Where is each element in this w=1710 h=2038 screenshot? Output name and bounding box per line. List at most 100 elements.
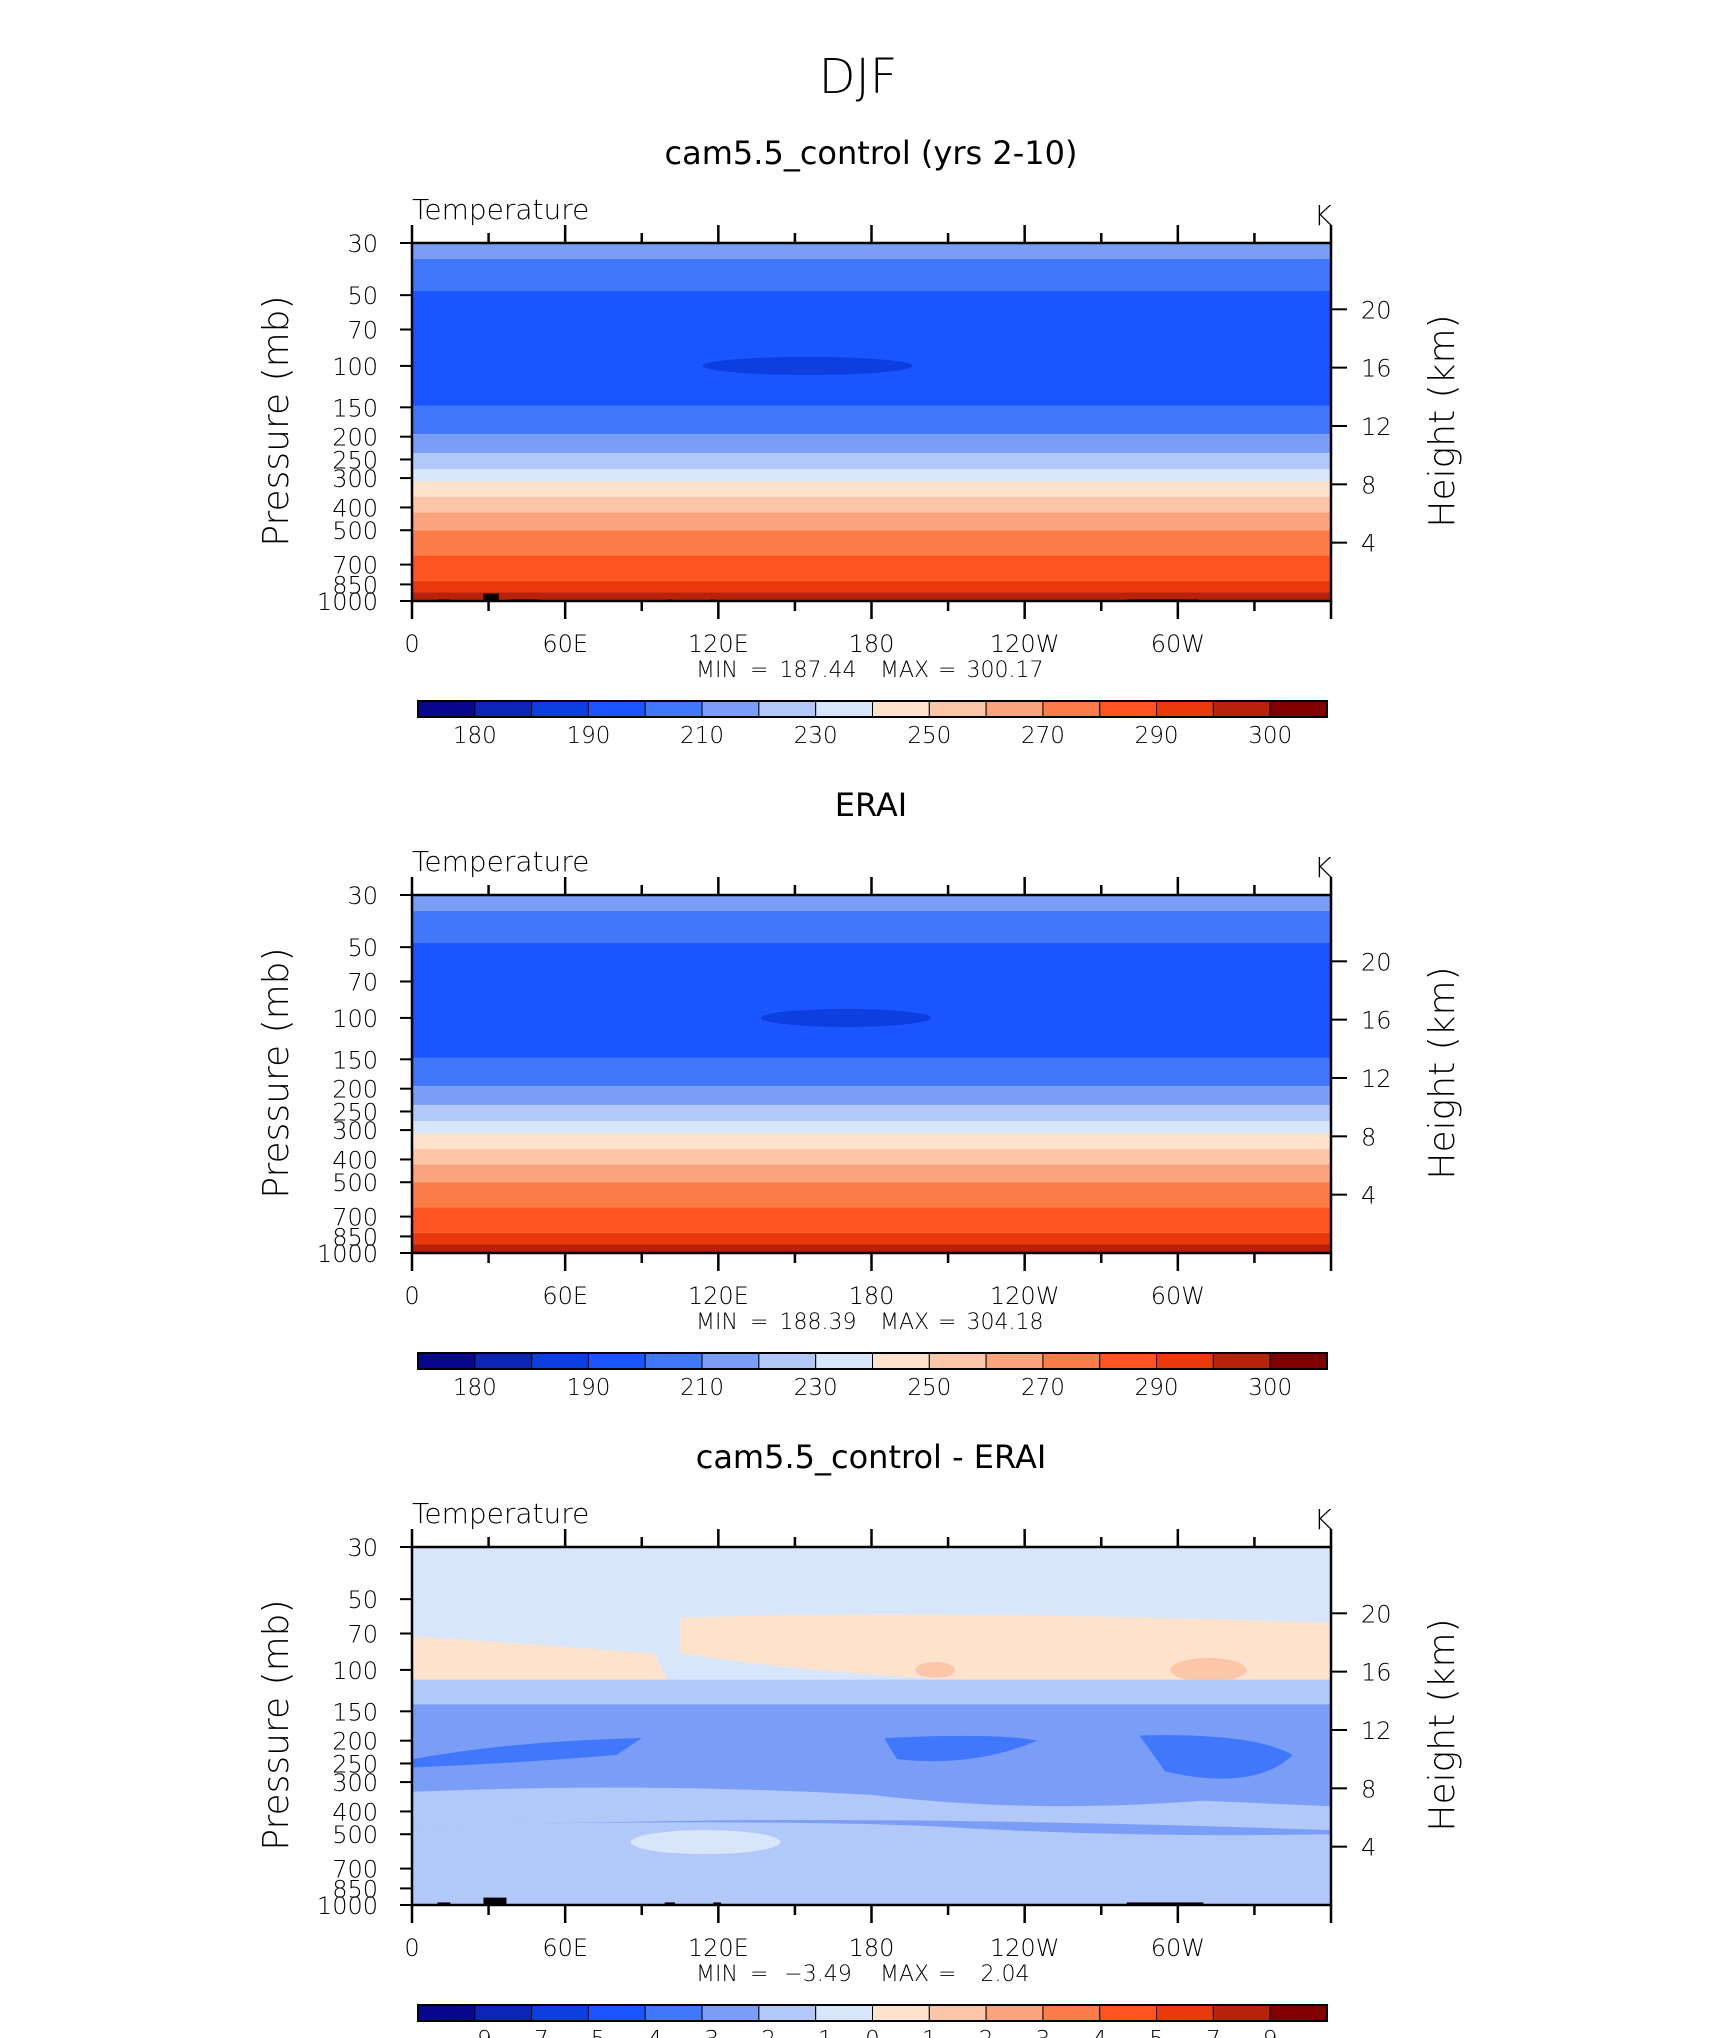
colorbar-frame	[417, 1352, 1328, 1370]
colorbar-swatch	[474, 700, 533, 718]
x-tick-label: 0	[404, 1282, 419, 1310]
variable-label: Temperature	[412, 193, 589, 226]
colorbar-label: −7	[515, 2027, 549, 2038]
colorbar-label: −4	[628, 2027, 662, 2038]
cold-anomaly-contour	[884, 1735, 1038, 1762]
y-tick-label: 400	[332, 494, 378, 522]
colorbar-swatch	[644, 1352, 703, 1370]
y-tick-label: 70	[347, 317, 378, 345]
colorbar-swatch	[701, 700, 760, 718]
y2-tick-label: 20	[1361, 948, 1392, 976]
max-value: 304.18	[967, 1310, 1044, 1335]
x-tick-label: 0	[404, 1934, 419, 1962]
panel-1: cam5.5_control (yrs 2-10) Temperature K 0 60…	[256, 134, 1463, 749]
panel-title: cam5.5_control (yrs 2-10)	[665, 134, 1078, 172]
contour-band	[412, 469, 1331, 482]
y2-tick-label: 12	[1361, 1065, 1392, 1093]
y-tick-label: 400	[332, 1146, 378, 1174]
x-tick-label: 120E	[688, 1282, 749, 1310]
max-equals: =	[938, 1962, 956, 1987]
x-tick-label: 120W	[990, 1934, 1060, 1962]
colorbar-label: −1	[799, 2027, 833, 2038]
contour-field	[412, 1547, 1331, 1905]
colorbar-swatch	[1212, 2004, 1271, 2022]
colorbar-label: 5	[1149, 2027, 1164, 2038]
colorbar-swatch	[1212, 700, 1271, 718]
colorbar-swatch	[815, 2004, 873, 2022]
x-tick-label: 180	[849, 1282, 895, 1310]
y2-tick-label: 16	[1361, 1659, 1392, 1687]
y-tick-label: 70	[347, 969, 378, 997]
contour-band	[412, 555, 1331, 581]
y2-tick-label: 4	[1361, 1182, 1376, 1210]
colorbar-label: 190	[566, 723, 610, 749]
y-tick-label: 30	[347, 882, 378, 910]
colorbar-swatch	[1212, 1352, 1271, 1370]
colorbar: −9 −7 −5 −4 −3 −2 −1 0 1 2 3 4 5 7 9	[417, 2004, 1328, 2038]
colorbar-label: 2	[979, 2027, 994, 2038]
colorbar-swatch	[928, 1352, 987, 1370]
colorbar-label: 230	[794, 723, 838, 749]
x-tick-label: 60W	[1151, 630, 1205, 658]
y2-tick-label: 20	[1361, 296, 1392, 324]
y-tick-label: 1000	[317, 1892, 378, 1920]
y-tick-label: 500	[332, 517, 378, 545]
colorbar-label: −5	[571, 2027, 605, 2038]
contour-band	[412, 512, 1331, 531]
min-equals: =	[750, 1310, 768, 1335]
contour-band	[412, 942, 1331, 1058]
min-value: −3.49	[784, 1962, 851, 1987]
contour-band	[412, 592, 1331, 601]
colorbar: 180 190 210 230 250 270 290 300	[417, 700, 1328, 749]
colorbar-label: −9	[458, 2027, 492, 2038]
warm-anomaly-contour	[1170, 1657, 1247, 1682]
min-value: 188.39	[780, 1310, 857, 1335]
y2-tick-label: 20	[1361, 1600, 1392, 1628]
colorbar-swatch	[1042, 1352, 1101, 1370]
colorbar-swatch	[644, 2004, 703, 2022]
colorbar-label: 270	[1021, 723, 1065, 749]
contour-band	[412, 434, 1331, 454]
y-tick-label: 150	[332, 1698, 378, 1726]
colorbar-swatch	[531, 700, 589, 718]
colorbar-swatch	[1042, 2004, 1101, 2022]
colorbar-swatch	[587, 1352, 646, 1370]
max-label: MAX	[880, 1962, 929, 1987]
cold-anomaly-contour	[1139, 1735, 1293, 1779]
colorbar-label: 3	[1036, 2027, 1051, 2038]
colorbar-swatch	[758, 1352, 817, 1370]
contour-band	[412, 496, 1331, 513]
colorbar-swatch	[1156, 1352, 1214, 1370]
colorbar-swatch	[1269, 2004, 1328, 2022]
colorbar-swatch	[985, 1352, 1044, 1370]
colorbar-label: 300	[1248, 723, 1292, 749]
colorbar-swatch	[1269, 700, 1328, 718]
y-tick-label: 200	[332, 424, 378, 452]
y-tick-label: 100	[332, 1657, 378, 1685]
contour-band	[412, 1121, 1331, 1134]
y-tick-label: 70	[347, 1621, 378, 1649]
panel-title: cam5.5_control - ERAI	[696, 1438, 1047, 1476]
y-tick-label: 700	[332, 552, 378, 580]
colorbar-swatch	[1099, 700, 1158, 718]
colorbar-swatch	[417, 2004, 476, 2022]
colorbar-swatch	[1269, 1352, 1328, 1370]
y2-tick-label: 16	[1361, 1007, 1392, 1035]
y2-tick-label: 8	[1361, 1775, 1376, 1803]
topography-mask	[483, 1897, 507, 1905]
y-tick-label: 250	[332, 1750, 378, 1778]
contour-band	[412, 1105, 1331, 1122]
colorbar-swatch	[872, 700, 930, 718]
colorbar-label: 300	[1248, 1375, 1292, 1401]
min-label: MIN	[696, 1962, 738, 1987]
x-tick-label: 60W	[1151, 1282, 1205, 1310]
y2-tick-label: 12	[1361, 413, 1392, 441]
contour-band	[412, 1232, 1331, 1245]
topography-mask	[1126, 1902, 1204, 1905]
contour-field	[412, 895, 1331, 1253]
y-tick-label: 500	[332, 1821, 378, 1849]
x-tick-label: 60E	[542, 1282, 588, 1310]
contour-band	[412, 1207, 1331, 1233]
